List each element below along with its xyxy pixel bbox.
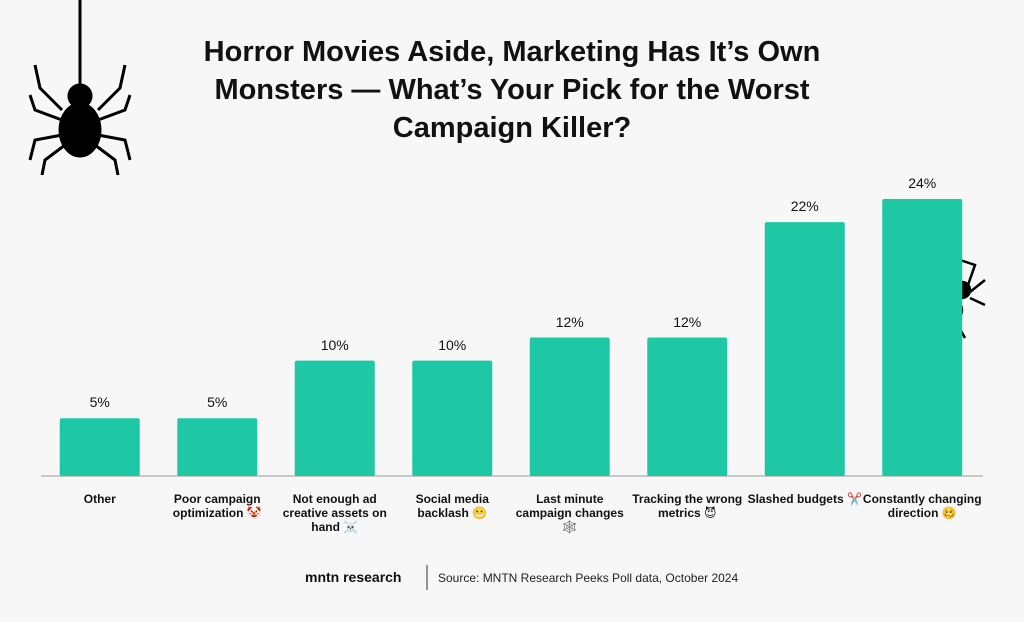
x-tick-label: Social media backlash 😬 [415, 492, 489, 520]
value-label: 5% [207, 394, 228, 411]
logo: mntn research [305, 569, 402, 585]
bar [529, 337, 610, 476]
value-label: 22% [790, 198, 819, 215]
chart-title: Horror Movies Aside, Marketing Has It’s … [203, 36, 821, 144]
x-tick-label: Other [83, 492, 116, 506]
value-label: 24% [908, 175, 937, 191]
value-label: 10% [320, 336, 349, 353]
bar [294, 360, 375, 476]
x-tick-label: Last minute campaign changes 🕸️ [515, 492, 624, 534]
x-tick-label: Poor campaign optimization 🤡 [172, 492, 262, 520]
bar [177, 418, 258, 476]
spider-decoration [28, 0, 132, 176]
value-label: 10% [438, 336, 467, 353]
value-label: 12% [673, 313, 702, 330]
bar [412, 360, 493, 476]
source: Source: MNTN Research Peeks Poll data, O… [438, 571, 739, 585]
bar [882, 199, 963, 476]
value-label: 12% [555, 313, 584, 330]
x-tick-label: Slashed budgets ✂️ [747, 492, 862, 506]
x-tick-label: Not enough ad creative assets on hand ☠️ [282, 492, 387, 534]
value-label: 5% [89, 394, 110, 411]
bar [647, 337, 728, 476]
x-tick-label: Constantly changing direction 🥴 [862, 492, 982, 520]
bar [59, 418, 140, 476]
bar [764, 222, 845, 476]
x-tick-label: Tracking the wrong metrics 😈 [632, 492, 743, 520]
